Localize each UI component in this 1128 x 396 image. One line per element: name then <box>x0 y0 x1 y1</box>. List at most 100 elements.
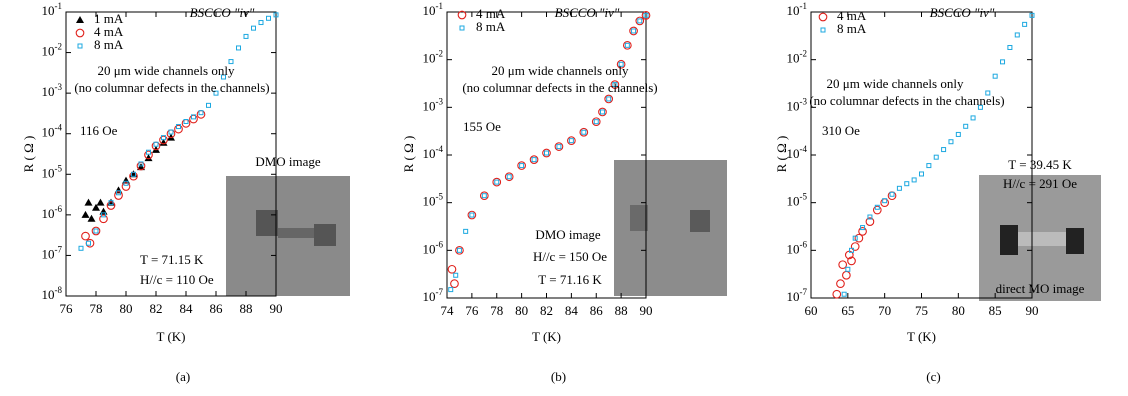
point <box>568 138 574 144</box>
point <box>841 291 847 297</box>
point <box>92 203 100 211</box>
y-tick-label: 10-7 <box>423 287 444 304</box>
point <box>849 247 855 253</box>
point <box>114 191 123 200</box>
point <box>81 231 90 241</box>
point <box>251 25 256 31</box>
x-axis-label: T (K) <box>156 329 185 344</box>
y-tick-label: 10-2 <box>423 49 444 66</box>
point <box>531 157 537 163</box>
point <box>579 127 589 137</box>
annotation: H//c = 291 Oe <box>1003 176 1077 191</box>
panel-label: (a) <box>176 369 190 384</box>
annotation: T = 71.15 K <box>140 252 204 267</box>
point <box>517 161 526 170</box>
point <box>463 228 469 234</box>
y-tick-label: 10-4 <box>423 144 444 161</box>
y-tick-label: 10-5 <box>423 192 444 209</box>
point <box>858 227 867 236</box>
x-tick-label: 80 <box>120 301 133 316</box>
point <box>99 207 108 215</box>
point <box>529 155 539 164</box>
point <box>138 161 144 167</box>
point <box>99 214 108 224</box>
chart-title: BSCCO "iv" <box>190 5 255 20</box>
point <box>1007 44 1013 50</box>
annotation: DMO image <box>255 154 321 169</box>
x-tick-label: 90 <box>1026 303 1039 318</box>
point <box>631 28 637 34</box>
point <box>593 119 599 125</box>
x-tick-label: 74 <box>441 303 455 318</box>
point <box>889 191 895 197</box>
point <box>492 177 502 187</box>
point <box>610 80 620 89</box>
point <box>469 212 475 218</box>
y-tick-label: 10-6 <box>423 239 444 256</box>
x-tick-label: 75 <box>915 303 928 318</box>
y-axis-label: R ( Ω ) <box>21 136 36 173</box>
point <box>1029 12 1035 18</box>
point <box>904 181 910 187</box>
point <box>137 163 145 171</box>
x-tick-label: 78 <box>490 303 503 318</box>
point <box>867 214 873 220</box>
point <box>635 16 645 26</box>
x-tick-label: 82 <box>540 303 553 318</box>
point <box>985 90 991 96</box>
y-tick-label: 10-4 <box>787 144 808 161</box>
point <box>542 148 551 158</box>
point <box>159 138 168 146</box>
x-axis-label: T (K) <box>532 329 561 344</box>
x-tick-label: 86 <box>210 301 224 316</box>
point <box>159 135 168 145</box>
point <box>845 266 851 272</box>
point <box>832 289 842 299</box>
annotation: 20 μm wide channels only <box>827 76 964 91</box>
point <box>96 198 105 206</box>
point <box>852 235 858 241</box>
x-tick-label: 90 <box>270 301 283 316</box>
y-tick-label: 10-2 <box>42 42 63 59</box>
x-tick-label: 70 <box>878 303 891 318</box>
point <box>161 135 166 141</box>
point <box>581 129 587 135</box>
y-tick-label: 10-1 <box>787 1 808 18</box>
legend-label: 8 mA <box>94 37 124 52</box>
point <box>479 191 489 201</box>
point <box>198 110 204 116</box>
point <box>144 154 153 162</box>
point <box>948 139 954 145</box>
point <box>504 172 514 182</box>
point <box>221 74 226 80</box>
point <box>176 124 181 130</box>
annotation: T = 71.16 K <box>538 272 602 287</box>
panel-label: (b) <box>551 369 566 384</box>
annotation: direct MO image <box>996 281 1085 296</box>
point <box>121 182 131 191</box>
point <box>455 245 464 255</box>
x-tick-label: 90 <box>640 303 653 318</box>
point <box>591 117 601 127</box>
point <box>258 20 264 26</box>
point <box>556 144 562 150</box>
chart-title: BSCCO "iv" <box>555 5 620 20</box>
point <box>174 124 183 134</box>
y-tick-label: 10-3 <box>42 82 63 99</box>
y-tick-label: 10-6 <box>787 239 808 256</box>
point <box>81 210 90 218</box>
point <box>153 141 159 147</box>
point <box>643 12 649 18</box>
legend-label: 8 mA <box>476 19 506 34</box>
point <box>963 123 969 129</box>
plot-frame <box>65 11 277 297</box>
point <box>887 191 897 201</box>
point <box>116 190 121 196</box>
annotation: H//c = 110 Oe <box>140 272 214 287</box>
x-tick-label: 88 <box>240 301 253 316</box>
x-tick-label: 85 <box>989 303 1002 318</box>
point <box>599 109 605 115</box>
point <box>183 119 189 125</box>
point <box>860 225 866 231</box>
y-tick-label: 10-2 <box>787 49 808 66</box>
